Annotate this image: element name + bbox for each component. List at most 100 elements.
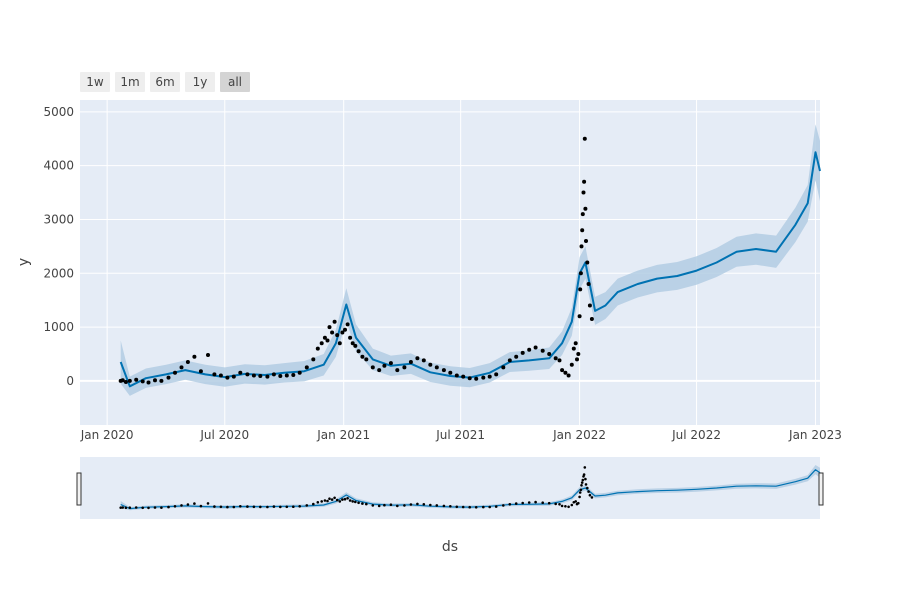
- slider-point: [558, 503, 561, 506]
- slider-point: [502, 504, 505, 507]
- observed-point: [581, 190, 586, 195]
- slider-point: [124, 506, 128, 510]
- observed-point: [577, 314, 582, 319]
- range-button-all[interactable]: all: [220, 72, 250, 92]
- slider-point: [323, 499, 327, 502]
- slider-right-handle[interactable]: [818, 472, 824, 506]
- x-axis-ticks: Jan 2020 Jul 2020 Jan 2021 Jul 2021 Jan 2022…: [80, 428, 842, 442]
- range-button-label: 1y: [193, 75, 208, 89]
- observed-point: [563, 370, 568, 375]
- observed-point: [494, 372, 499, 377]
- slider-point: [335, 498, 339, 502]
- slider-point: [577, 501, 580, 505]
- observed-point: [569, 362, 574, 367]
- observed-point: [578, 271, 583, 276]
- observed-point: [315, 346, 320, 351]
- observed-point: [467, 376, 472, 381]
- slider-point: [580, 481, 584, 484]
- slider-point: [206, 502, 210, 505]
- observed-point: [587, 303, 592, 308]
- observed-point: [185, 360, 190, 364]
- slider-point: [305, 504, 309, 507]
- slider-point: [570, 503, 574, 507]
- observed-point: [580, 212, 585, 217]
- range-button-label: all: [228, 75, 242, 89]
- slider-point: [193, 502, 196, 505]
- observed-point: [340, 330, 345, 335]
- slider-point: [578, 491, 582, 494]
- observed-point: [408, 360, 413, 364]
- slider-point: [338, 500, 342, 503]
- observed-point: [474, 376, 479, 381]
- slider-point: [377, 504, 381, 508]
- slider-point: [584, 483, 588, 486]
- observed-point: [579, 244, 584, 249]
- slider-point: [455, 505, 459, 509]
- observed-point: [547, 352, 552, 356]
- slider-point: [578, 495, 581, 499]
- x-tick-label: Jul 2020: [199, 428, 249, 442]
- slider-point: [232, 505, 236, 509]
- observed-point: [335, 333, 340, 338]
- slider-point: [348, 499, 352, 502]
- slider-point: [582, 473, 586, 476]
- slider-point: [554, 502, 557, 506]
- slider-point: [141, 506, 144, 510]
- observed-point: [533, 345, 538, 350]
- slider-point: [474, 506, 478, 509]
- observed-point: [159, 378, 164, 383]
- observed-point: [580, 228, 585, 233]
- slider-left-handle[interactable]: [76, 472, 82, 506]
- observed-point: [327, 325, 332, 330]
- slider-point: [416, 502, 419, 506]
- observed-point: [345, 322, 350, 327]
- y-axis-title: y: [16, 258, 32, 266]
- slider-point: [508, 503, 512, 506]
- observed-point: [520, 350, 525, 355]
- slider-point: [488, 505, 492, 509]
- y-tick-label: 3000: [43, 212, 74, 226]
- range-button-1y[interactable]: 1y: [185, 72, 215, 92]
- observed-point: [377, 368, 382, 373]
- x-tick-label: Jul 2021: [435, 428, 485, 442]
- observed-point: [225, 375, 230, 380]
- slider-point: [213, 505, 216, 508]
- observed-point: [415, 356, 420, 361]
- observed-point: [553, 356, 558, 361]
- observed-point: [319, 341, 324, 346]
- range-button-6m[interactable]: 6m: [150, 72, 180, 92]
- observed-point: [322, 335, 327, 340]
- observed-point: [179, 365, 184, 370]
- slider-point: [199, 504, 203, 508]
- y-tick-label: 2000: [43, 266, 74, 280]
- observed-point: [206, 353, 210, 357]
- y-tick-label: 1000: [43, 320, 74, 334]
- slider-point: [259, 505, 262, 509]
- slider-point: [119, 506, 122, 510]
- slider-point: [371, 504, 375, 507]
- observed-point: [454, 373, 459, 378]
- observed-point: [578, 287, 583, 292]
- slider-point: [252, 505, 256, 509]
- observed-point: [198, 369, 203, 374]
- observed-point: [370, 365, 375, 370]
- observed-point: [123, 380, 128, 384]
- slider-point: [167, 505, 170, 509]
- slider-point: [239, 505, 242, 508]
- slider-point: [285, 505, 289, 509]
- observed-point: [291, 373, 296, 377]
- slider-point: [409, 503, 413, 506]
- slider-point: [588, 493, 592, 497]
- observed-point: [173, 370, 177, 375]
- slider-point: [365, 502, 368, 506]
- observed-point: [218, 373, 223, 378]
- observed-point: [134, 377, 139, 382]
- slider-point: [121, 506, 124, 509]
- slider-point: [346, 497, 349, 500]
- range-button-1m[interactable]: 1m: [115, 72, 145, 92]
- uncertainty-band: [120, 124, 820, 396]
- y-tick-label: 0: [66, 374, 74, 388]
- range-button-1w[interactable]: 1w: [80, 72, 110, 92]
- slider-point: [266, 505, 269, 509]
- observed-point: [557, 358, 562, 363]
